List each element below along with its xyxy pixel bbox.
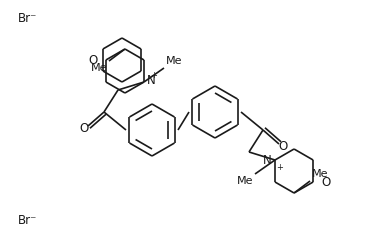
- Text: N: N: [263, 154, 272, 167]
- Text: +: +: [150, 70, 157, 80]
- Text: O: O: [89, 53, 98, 67]
- Text: +: +: [277, 162, 284, 172]
- Text: O: O: [79, 121, 89, 135]
- Text: Me: Me: [312, 169, 328, 179]
- Text: Br⁻: Br⁻: [18, 12, 37, 24]
- Text: O: O: [321, 175, 330, 189]
- Text: Br⁻: Br⁻: [18, 213, 37, 227]
- Text: Me: Me: [166, 56, 182, 66]
- Text: N: N: [147, 75, 156, 88]
- Text: O: O: [278, 139, 288, 152]
- Text: Me: Me: [91, 63, 107, 73]
- Text: Me: Me: [237, 176, 253, 186]
